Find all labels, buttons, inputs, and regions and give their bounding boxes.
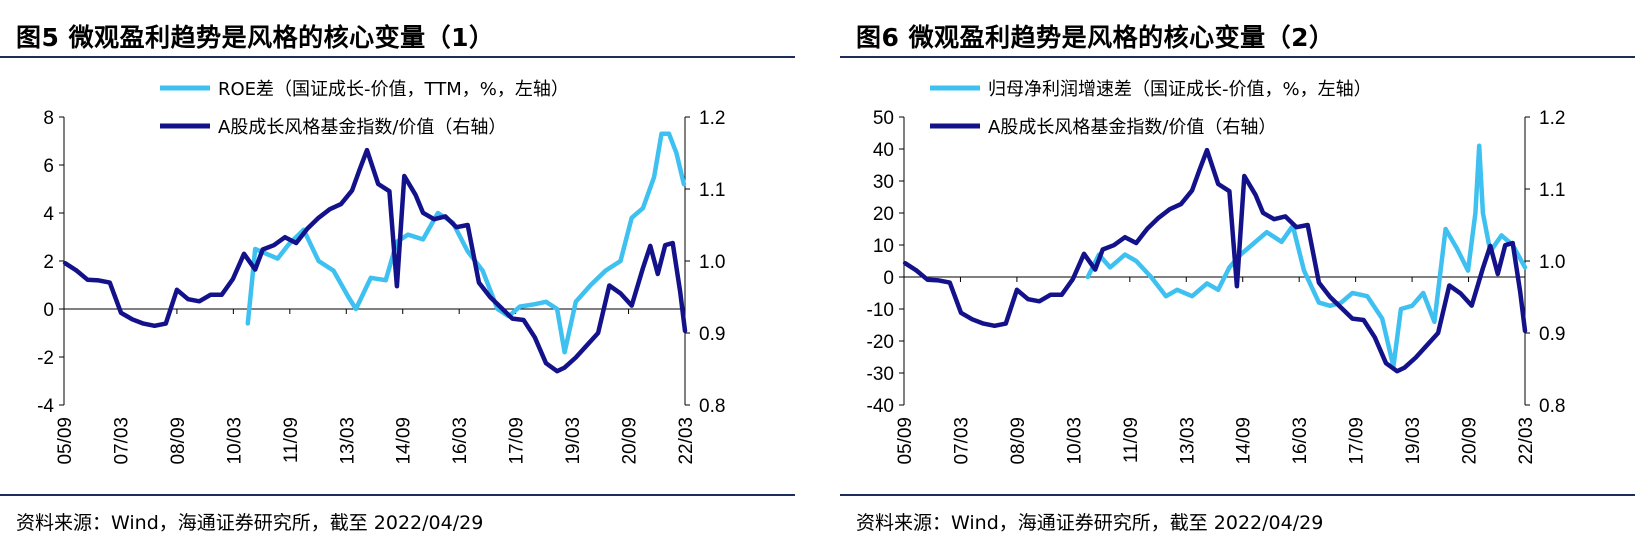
- x-tick-label: 22/03: [676, 417, 697, 465]
- x-tick-label: 10/03: [224, 417, 245, 465]
- y-left-tick-label: 0: [43, 300, 54, 321]
- y-right-tick-label: 1.0: [1539, 252, 1565, 273]
- x-tick-label: 19/03: [1403, 417, 1424, 465]
- legend-label: A股成长风格基金指数/价值（右轴）: [988, 117, 1276, 138]
- y-right-tick-label: 0.8: [699, 396, 725, 417]
- x-tick-label: 13/03: [337, 417, 358, 465]
- legend-label: ROE差（国证成长-价值，TTM，%，左轴）: [218, 79, 569, 100]
- y-right-tick-label: 0.9: [699, 324, 725, 345]
- x-tick-label: 17/09: [1347, 417, 1368, 465]
- y-right-tick-label: 1.1: [1539, 180, 1565, 201]
- x-tick-label: 19/03: [563, 417, 584, 465]
- y-right-tick-label: 0.9: [1539, 324, 1565, 345]
- series-line-left-axis: [245, 131, 687, 355]
- source-note: 资料来源：Wind，海通证券研究所，截至 2022/04/29: [856, 512, 1324, 534]
- x-tick-label: 16/03: [450, 417, 471, 465]
- y-right-tick-label: 1.2: [1539, 108, 1565, 129]
- series-line-right-axis: [902, 147, 1528, 374]
- x-tick-label: 20/09: [1460, 417, 1481, 465]
- series-line-left-axis: [1085, 143, 1528, 369]
- x-tick-label: 16/03: [1290, 417, 1311, 465]
- x-tick-label: 13/03: [1177, 417, 1198, 465]
- line-chart: 8 6 4 2 0 -2 -4 1.2 1.1 1.0 0.9 0.8 05/09 07/03 08/09 1…: [37, 79, 725, 465]
- x-tick-label: 08/09: [168, 417, 189, 465]
- x-tick-label: 11/09: [281, 417, 302, 463]
- x-tick-label: 14/09: [394, 417, 415, 465]
- x-tick-label: 08/09: [1008, 417, 1029, 465]
- y-left-tick-label: -40: [867, 396, 894, 417]
- line-chart: 50 40 30 20 10 0 -10 -20 -30 -40 1.2 1.1 1.0 0.9 0.8 05…: [867, 79, 1566, 465]
- y-left-tick-label: 40: [873, 140, 894, 161]
- title-rule: [840, 56, 1635, 58]
- source-note: 资料来源：Wind，海通证券研究所，截至 2022/04/29: [16, 512, 484, 534]
- series-line-right-axis: [62, 147, 688, 374]
- y-right-tick-label: 0.8: [1539, 396, 1565, 417]
- title-rule: [0, 56, 795, 58]
- y-left-tick-label: 20: [873, 204, 894, 225]
- y-right-tick-label: 1.0: [699, 252, 725, 273]
- legend-label: A股成长风格基金指数/价值（右轴）: [218, 117, 506, 138]
- y-left-tick-label: 10: [873, 236, 894, 257]
- legend-label: 归母净利润增速差（国证成长-价值，%，左轴）: [988, 79, 1372, 100]
- y-left-tick-label: -2: [37, 348, 54, 369]
- x-tick-label: 14/09: [1234, 417, 1255, 465]
- x-tick-label: 11/09: [1121, 417, 1142, 463]
- y-left-tick-label: 0: [883, 268, 894, 289]
- y-left-tick-label: -30: [867, 364, 894, 385]
- x-tick-label: 05/09: [55, 417, 76, 465]
- y-left-tick-label: 30: [873, 172, 894, 193]
- y-left-tick-label: -20: [867, 332, 894, 353]
- y-left-tick-label: 8: [43, 108, 54, 129]
- figure-title: 图6 微观盈利趋势是风格的核心变量（2）: [856, 23, 1335, 52]
- source-rule: [840, 494, 1635, 496]
- x-tick-label: 20/09: [620, 417, 641, 465]
- y-left-tick-label: 50: [873, 108, 894, 129]
- y-right-tick-label: 1.1: [699, 180, 725, 201]
- figure-5-panel: 图5 微观盈利趋势是风格的核心变量（1） 8 6 4 2 0 -2 -4 1.2 1.1 1.0 0…: [0, 0, 795, 541]
- y-left-tick-label: 6: [43, 156, 54, 177]
- x-tick-label: 17/09: [507, 417, 528, 465]
- y-left-tick-label: -4: [37, 396, 54, 417]
- x-tick-label: 05/09: [895, 417, 916, 465]
- x-tick-label: 07/03: [111, 417, 132, 465]
- figure-title: 图5 微观盈利趋势是风格的核心变量（1）: [16, 23, 495, 52]
- y-left-tick-label: 4: [43, 204, 54, 225]
- source-rule: [0, 494, 795, 496]
- x-tick-label: 10/03: [1064, 417, 1085, 465]
- x-tick-label: 07/03: [951, 417, 972, 465]
- y-left-tick-label: 2: [43, 252, 54, 273]
- y-right-tick-label: 1.2: [699, 108, 725, 129]
- x-tick-label: 22/03: [1516, 417, 1537, 465]
- y-left-tick-label: -10: [867, 300, 894, 321]
- figure-6-panel: 图6 微观盈利趋势是风格的核心变量（2） 50 40 30 20 10 0 -10 -20 -3…: [840, 0, 1635, 541]
